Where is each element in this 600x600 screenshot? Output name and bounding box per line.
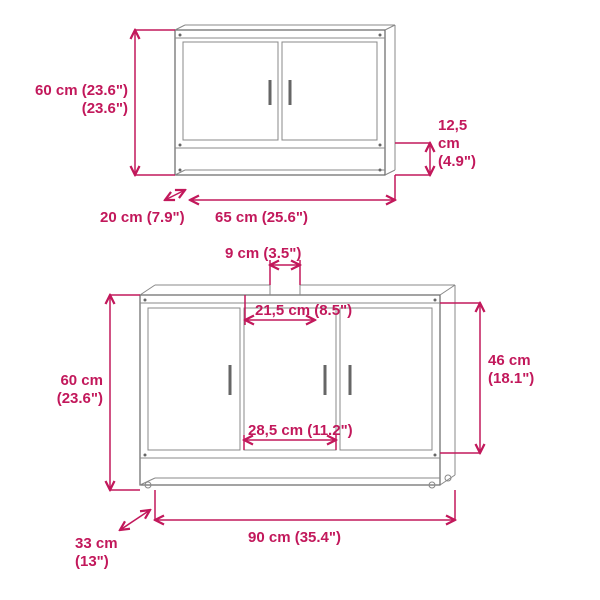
svg-text:46 cm: 46 cm [488, 352, 531, 369]
upper-height-label: 60 cm (23.6") [35, 82, 128, 99]
svg-text:(23.6"): (23.6") [57, 390, 103, 407]
svg-text:(23.6"): (23.6") [82, 100, 128, 117]
svg-text:20 cm (7.9"): 20 cm (7.9") [100, 209, 185, 226]
furniture-dimension-diagram: 60 cm (23.6") (23.6") 12,5 cm (4.9") 20 … [0, 0, 600, 600]
svg-text:12,5: 12,5 [438, 117, 467, 134]
svg-text:28,5 cm (11.2"): 28,5 cm (11.2") [248, 422, 353, 439]
svg-text:(18.1"): (18.1") [488, 370, 534, 387]
svg-text:60 cm: 60 cm [60, 372, 103, 389]
svg-text:65 cm (25.6"): 65 cm (25.6") [215, 209, 308, 226]
svg-text:(13"): (13") [75, 553, 109, 570]
svg-text:90 cm (35.4"): 90 cm (35.4") [248, 529, 341, 546]
svg-text:cm: cm [438, 135, 460, 152]
upper-cabinet-drawing [175, 25, 395, 175]
svg-text:9 cm (3.5"): 9 cm (3.5") [225, 245, 301, 262]
svg-text:33 cm: 33 cm [75, 535, 118, 552]
upper-dimensions: 60 cm (23.6") (23.6") 12,5 cm (4.9") 20 … [35, 30, 476, 226]
svg-text:21,5 cm (8.5"): 21,5 cm (8.5") [255, 302, 352, 319]
svg-text:(4.9"): (4.9") [438, 153, 476, 170]
lower-dimensions: 9 cm (3.5") 21,5 cm (8.5") 60 cm (23.6")… [57, 245, 535, 570]
